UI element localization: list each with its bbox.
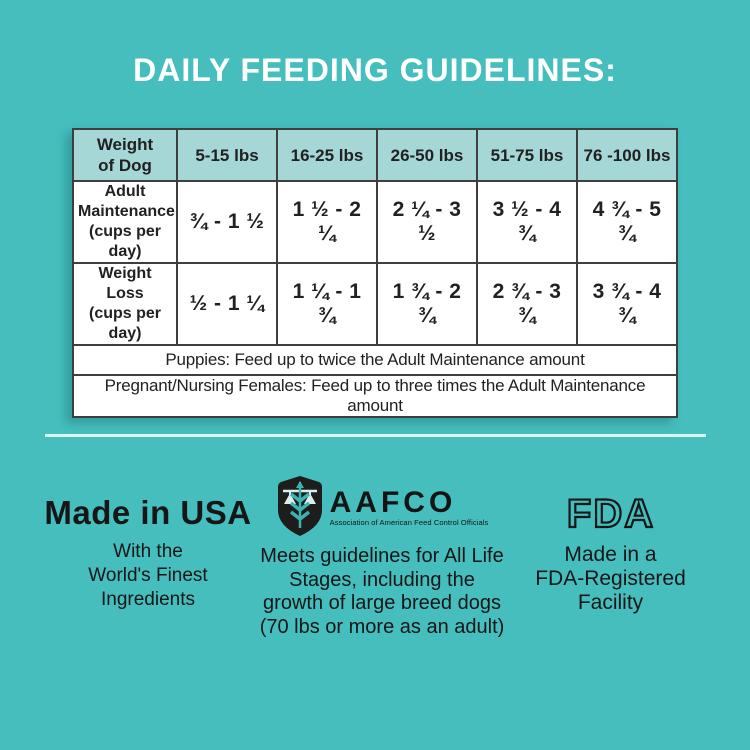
header-51-75-lbs: 51-75 lbs bbox=[476, 128, 578, 182]
aafco-caption: Association of American Feed Control Off… bbox=[329, 518, 489, 527]
table-row-adult-maintenance: Adult Maintenance (cups per day) ¾ - 1 ½… bbox=[72, 180, 678, 264]
aafco-logo: AAFCO Association of American Feed Contr… bbox=[248, 474, 516, 542]
cell-loss-5-15: ½ - 1 ¼ bbox=[176, 262, 278, 346]
made-in-usa-heading: Made in USA bbox=[44, 494, 252, 531]
header-16-25-lbs: 16-25 lbs bbox=[276, 128, 378, 182]
cell-adult-51-75: 3 ½ - 4 ¾ bbox=[476, 180, 578, 264]
cell-loss-16-25: 1 ¼ - 1 ¾ bbox=[276, 262, 378, 346]
note-pregnant-nursing-text: Pregnant/Nursing Females: Feed up to thr… bbox=[72, 374, 678, 418]
aafco-wordmark: AAFCO bbox=[329, 486, 457, 519]
header-26-50-lbs: 26-50 lbs bbox=[376, 128, 478, 182]
aafco-wordmark-block: AAFCO Association of American Feed Contr… bbox=[329, 486, 489, 528]
fda-logo-icon: FDA bbox=[557, 491, 665, 538]
page-title: DAILY FEEDING GUIDELINES: bbox=[133, 52, 617, 88]
note-puppies-text: Puppies: Feed up to twice the Adult Main… bbox=[72, 344, 678, 376]
table-note-pregnant-nursing: Pregnant/Nursing Females: Feed up to thr… bbox=[72, 374, 678, 418]
cell-loss-51-75: 2 ¾ - 3 ¾ bbox=[476, 262, 578, 346]
made-in-usa-section: Made in USA With the World's Finest Ingr… bbox=[38, 496, 258, 612]
cell-loss-76-100: 3 ¾ - 4 ¾ bbox=[576, 262, 678, 346]
cell-adult-26-50: 2 ¼ - 3 ½ bbox=[376, 180, 478, 264]
cell-adult-5-15: ¾ - 1 ½ bbox=[176, 180, 278, 264]
cell-loss-26-50: 1 ¾ - 2 ¾ bbox=[376, 262, 478, 346]
fda-section: FDA Made in a FDA-Registered Facility bbox=[523, 491, 698, 615]
header-76-100-lbs: 76 -100 lbs bbox=[576, 128, 678, 182]
aafco-shield-icon bbox=[276, 474, 324, 543]
fda-logo-text: FDA bbox=[566, 492, 654, 534]
feeding-guidelines-table: Weight of Dog 5-15 lbs 16-25 lbs 26-50 l… bbox=[72, 128, 678, 418]
section-divider bbox=[45, 434, 706, 437]
header-5-15-lbs: 5-15 lbs bbox=[176, 128, 278, 182]
table-row-weight-loss: Weight Loss (cups per day) ½ - 1 ¼ 1 ¼ -… bbox=[72, 262, 678, 346]
table-header-row: Weight of Dog 5-15 lbs 16-25 lbs 26-50 l… bbox=[72, 128, 678, 182]
aafco-section: AAFCO Association of American Feed Contr… bbox=[248, 474, 516, 639]
fda-description: Made in a FDA-Registered Facility bbox=[535, 543, 686, 614]
cell-adult-76-100: 4 ¾ - 5 ¾ bbox=[576, 180, 678, 264]
row-label-weight-loss: Weight Loss (cups per day) bbox=[72, 262, 178, 346]
cell-adult-16-25: 1 ½ - 2 ¼ bbox=[276, 180, 378, 264]
aafco-description: Meets guidelines for All Life Stages, in… bbox=[259, 545, 505, 638]
row-label-adult-maintenance: Adult Maintenance (cups per day) bbox=[72, 180, 178, 264]
made-in-usa-subtext: With the World's Finest Ingredients bbox=[88, 541, 208, 610]
table-note-puppies: Puppies: Feed up to twice the Adult Main… bbox=[72, 344, 678, 376]
header-weight-of-dog: Weight of Dog bbox=[72, 128, 178, 182]
